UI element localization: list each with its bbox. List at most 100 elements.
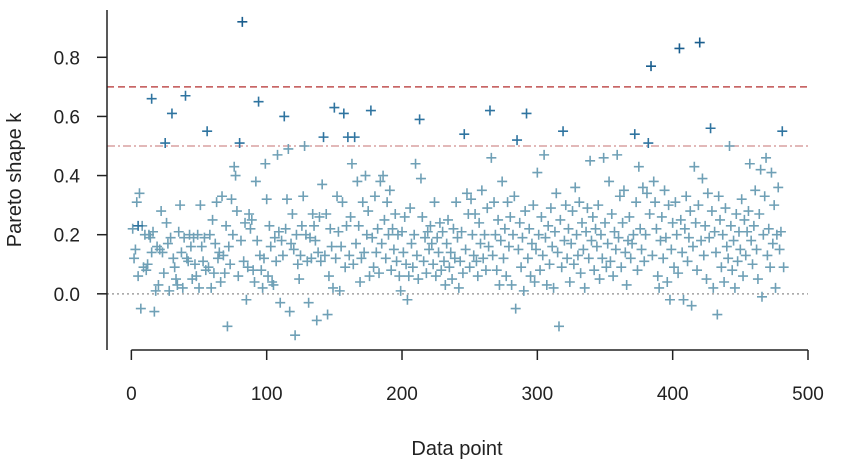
data-point: [179, 232, 190, 243]
data-point: [637, 182, 648, 193]
data-point: [612, 149, 623, 160]
data-point: [640, 229, 651, 240]
data-point: [774, 244, 785, 255]
data-point: [746, 235, 757, 246]
data-point: [276, 235, 287, 246]
data-point: [162, 238, 173, 249]
data-point: [692, 265, 703, 276]
data-point: [751, 244, 762, 255]
data-point: [514, 217, 525, 228]
data-point: [727, 265, 738, 276]
data-point: [127, 223, 138, 234]
data-point: [131, 197, 142, 208]
data-point: [411, 250, 422, 261]
data-point: [158, 268, 169, 279]
data-point: [525, 271, 536, 282]
data-point: [604, 176, 615, 187]
data-point: [227, 229, 238, 240]
data-point: [636, 244, 647, 255]
data-point: [429, 197, 440, 208]
data-point: [528, 200, 539, 211]
data-point: [134, 188, 145, 199]
data-point: [334, 285, 345, 296]
data-point: [650, 197, 661, 208]
data-point: [743, 206, 754, 217]
data-point: [618, 185, 629, 196]
x-tick-label: 500: [792, 384, 824, 405]
data-point: [337, 197, 348, 208]
data-point: [544, 259, 555, 270]
data-point: [551, 188, 562, 199]
data-point: [564, 277, 575, 287]
data-point: [472, 271, 483, 282]
data-point: [493, 214, 504, 225]
data-point: [425, 220, 436, 231]
data-point: [203, 262, 214, 273]
data-point: [345, 211, 356, 222]
data-point: [311, 315, 322, 326]
data-point: [664, 294, 675, 305]
data-point: [552, 247, 563, 258]
data-point: [447, 274, 458, 285]
data-point: [415, 173, 426, 184]
data-point: [648, 176, 659, 187]
data-point: [740, 250, 751, 261]
data-point: [480, 265, 491, 276]
data-point: [563, 223, 574, 234]
data-point-high: [643, 138, 654, 149]
data-point: [195, 200, 206, 211]
data-point: [681, 191, 692, 202]
data-point: [507, 229, 518, 240]
data-point-high: [253, 96, 264, 107]
data-point: [489, 197, 500, 208]
data-point: [252, 235, 263, 246]
data-point: [317, 179, 328, 190]
data-point: [313, 247, 324, 258]
data-point: [769, 200, 780, 211]
data-point: [631, 197, 642, 208]
data-point: [437, 226, 448, 237]
data-point: [662, 277, 673, 287]
data-point: [491, 265, 502, 276]
data-point: [277, 250, 288, 261]
data-point: [448, 223, 459, 234]
data-point: [257, 282, 268, 293]
data-point: [382, 197, 393, 208]
data-point: [689, 161, 700, 172]
data-point: [230, 170, 241, 181]
data-point: [593, 200, 604, 211]
data-point: [752, 274, 763, 285]
data-point: [541, 279, 552, 290]
data-point: [750, 185, 761, 196]
data-point: [219, 268, 230, 279]
data-point: [233, 271, 244, 282]
data-point: [240, 217, 251, 228]
data-point: [426, 238, 437, 249]
data-point: [464, 262, 475, 273]
data-point: [505, 211, 516, 222]
data-point: [413, 274, 424, 285]
data-point: [322, 309, 333, 320]
data-point: [403, 271, 414, 282]
data-point: [495, 235, 506, 246]
data-point: [451, 197, 462, 208]
data-point: [476, 185, 487, 196]
data-point: [701, 274, 712, 285]
data-point: [189, 259, 200, 270]
data-point: [568, 259, 579, 270]
data-point: [452, 232, 463, 243]
data-point: [215, 277, 226, 287]
data-point: [436, 265, 447, 276]
data-point: [755, 164, 766, 175]
data-point: [765, 262, 776, 273]
data-point: [340, 262, 351, 273]
data-point: [555, 214, 566, 225]
data-point: [536, 211, 547, 222]
data-point: [553, 321, 564, 332]
data-point: [399, 211, 410, 222]
data-point: [235, 235, 246, 246]
data-point: [725, 220, 736, 231]
data-point: [548, 282, 559, 293]
data-point: [410, 158, 421, 169]
x-axis-title: Data point: [411, 438, 503, 460]
